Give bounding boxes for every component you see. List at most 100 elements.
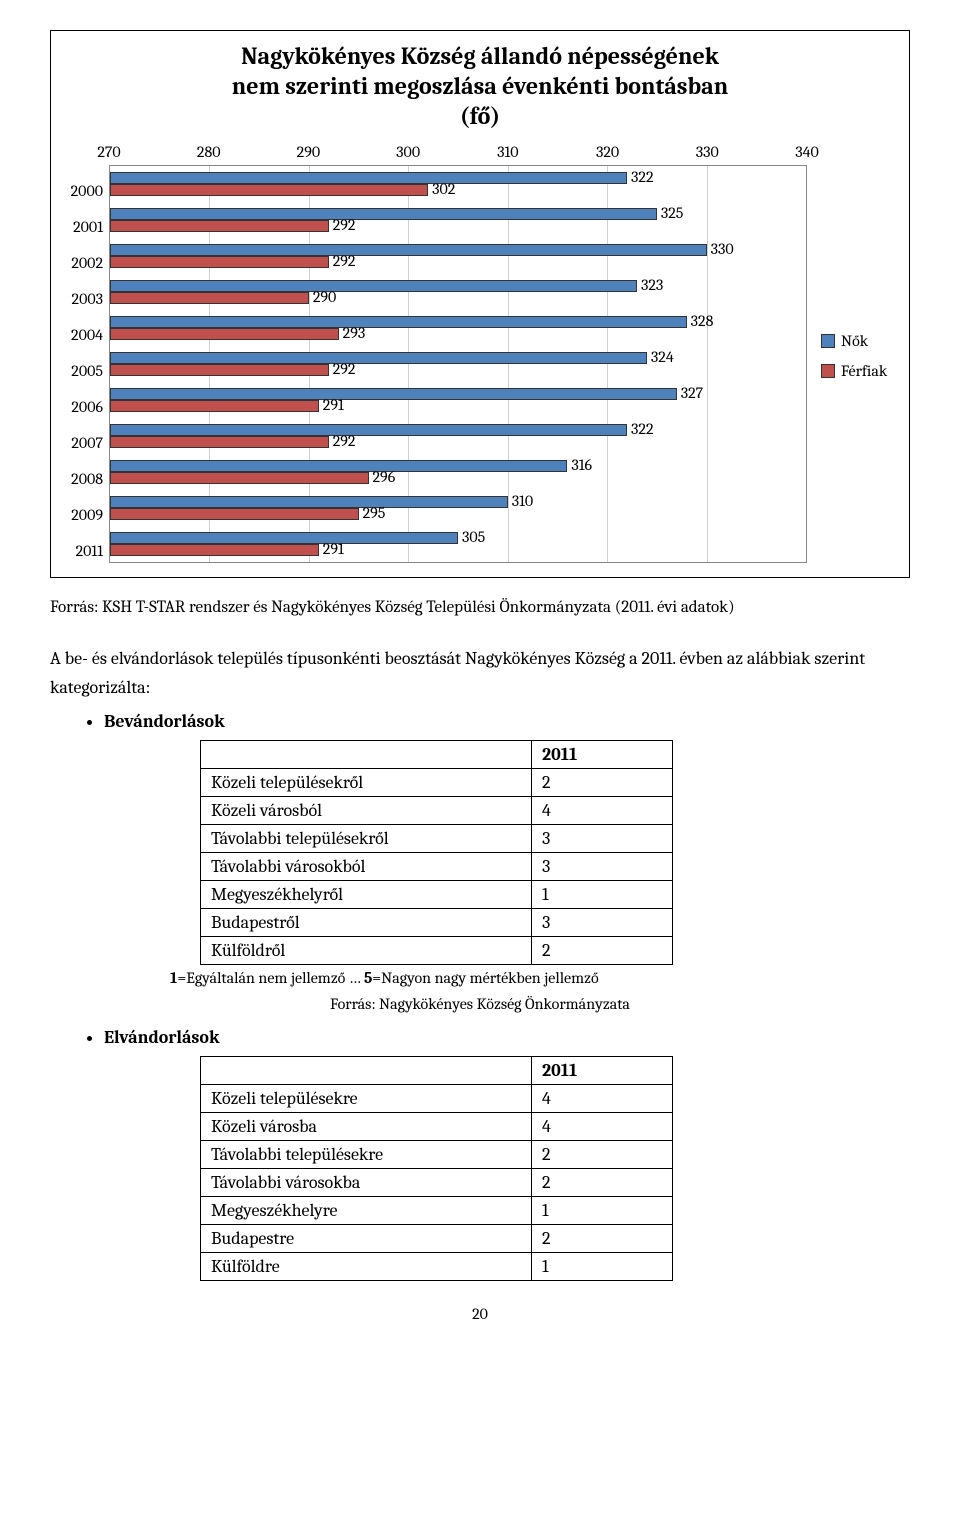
table-cell-label: Külföldről: [201, 936, 532, 964]
legend-swatch: [821, 364, 835, 378]
bar-nők: [110, 496, 508, 508]
bar-label: 291: [323, 396, 344, 414]
table-elvandorlasok: 2011Közeli településekre4Közeli városba4…: [200, 1056, 673, 1281]
table-note: 1=Egyáltalán nem jellemző … 5=Nagyon nag…: [170, 969, 910, 987]
bar-label: 322: [631, 168, 653, 186]
table-cell-value: 2: [532, 936, 673, 964]
table-row: Megyeszékhelyről1: [201, 880, 673, 908]
bar-férfiak: [110, 328, 339, 340]
bar-férfiak: [110, 364, 329, 376]
y-axis-year: 2007: [59, 425, 103, 461]
legend: Nők Férfiak: [807, 143, 901, 569]
legend-item: Férfiak: [821, 362, 901, 380]
bar-férfiak: [110, 400, 319, 412]
table-cell-value: 3: [532, 852, 673, 880]
table-row: Távolabbi településekre2: [201, 1140, 673, 1168]
table-row: Megyeszékhelyre1: [201, 1196, 673, 1224]
table-header-empty: [201, 1056, 532, 1084]
y-axis-year: 2008: [59, 461, 103, 497]
bar-férfiak: [110, 544, 319, 556]
table-row: Távolabbi településekről3: [201, 824, 673, 852]
bar-férfiak: [110, 436, 329, 448]
year-row: 330292: [110, 238, 806, 274]
table-cell-label: Közeli városból: [201, 796, 532, 824]
bar-nők: [110, 244, 707, 256]
table-cell-label: Közeli településekre: [201, 1084, 532, 1112]
bar-férfiak: [110, 220, 329, 232]
year-row: 323290: [110, 274, 806, 310]
bar-férfiak: [110, 292, 309, 304]
x-tick: 280: [197, 143, 221, 161]
bar-label: 305: [462, 528, 485, 546]
bar-nők: [110, 424, 627, 436]
bar-label: 290: [313, 288, 336, 306]
bar-label: 330: [711, 240, 734, 258]
bevan-heading: Bevándorlások: [104, 711, 910, 732]
bar-label: 302: [432, 180, 455, 198]
table-row: Külföldre1: [201, 1252, 673, 1280]
table-cell-label: Közeli városba: [201, 1112, 532, 1140]
bar-férfiak: [110, 508, 359, 520]
year-row: 325 292: [110, 202, 806, 238]
section-list: Bevándorlások: [50, 711, 910, 732]
y-axis-year: 2002: [59, 245, 103, 281]
year-row: 328293: [110, 310, 806, 346]
y-axis-year: 2005: [59, 353, 103, 389]
table-bevandorlasok: 2011Közeli településekről2Közeli városbó…: [200, 740, 673, 965]
x-tick: 310: [497, 143, 518, 161]
bar-label: 327: [681, 384, 703, 402]
table-cell-value: 2: [532, 768, 673, 796]
year-row: 316296: [110, 454, 806, 490]
bar-nők: [110, 208, 657, 220]
bar-férfiak: [110, 256, 329, 268]
bar-label: 325: [661, 204, 684, 222]
bar-label: 316: [571, 456, 592, 474]
bar-label: 292: [333, 216, 356, 234]
y-axis-year: 2003: [59, 281, 103, 317]
table-cell-label: Közeli településekről: [201, 768, 532, 796]
table-cell-value: 1: [532, 1196, 673, 1224]
bar-nők: [110, 172, 627, 184]
table-cell-label: Budapestről: [201, 908, 532, 936]
table-cell-label: Megyeszékhelyre: [201, 1196, 532, 1224]
year-row: 324292: [110, 346, 806, 382]
bar-nők: [110, 532, 458, 544]
table-row: Közeli városba4: [201, 1112, 673, 1140]
table-cell-value: 3: [532, 908, 673, 936]
y-axis-year: 2011: [59, 533, 103, 569]
table-header-year: 2011: [532, 740, 673, 768]
bar-label: 293: [343, 324, 366, 342]
chart-area: 2000200120022003200420052006200720082009…: [59, 143, 901, 569]
year-row: 322292: [110, 418, 806, 454]
bar-férfiak: [110, 472, 369, 484]
x-tick: 340: [795, 143, 819, 161]
table-row: Külföldről2: [201, 936, 673, 964]
bar-nők: [110, 316, 687, 328]
table-cell-label: Külföldre: [201, 1252, 532, 1280]
x-tick: 290: [297, 143, 320, 161]
legend-item: Nők: [821, 332, 901, 350]
plot-wrap: 270280290300310320330340 322302325292330…: [109, 143, 807, 569]
x-tick: 300: [396, 143, 420, 161]
page-number: 20: [50, 1305, 910, 1323]
table-row: Közeli településekről2: [201, 768, 673, 796]
y-axis-year: 2001: [59, 209, 103, 245]
x-tick: 320: [596, 143, 619, 161]
table-cell-label: Távolabbi településekről: [201, 824, 532, 852]
bar-férfiak: [110, 184, 428, 196]
table-header-year: 2011: [532, 1056, 673, 1084]
bar-label: 291: [323, 540, 344, 558]
chart-title-line2: nem szerinti megoszlása évenkénti bontás…: [232, 72, 728, 100]
table-cell-value: 3: [532, 824, 673, 852]
table-row: Távolabbi városokba2: [201, 1168, 673, 1196]
bar-label: 322: [631, 420, 653, 438]
chart-title-line3: (fő): [460, 102, 500, 130]
year-row: 310295: [110, 490, 806, 526]
chart-title: Nagykökényes Község állandó népességének…: [59, 41, 901, 131]
table-header-empty: [201, 740, 532, 768]
table-source: Forrás: Nagykökényes Község Önkormányzat…: [50, 995, 910, 1013]
bar-nők: [110, 460, 567, 472]
table-cell-value: 2: [532, 1168, 673, 1196]
table-cell-value: 4: [532, 1112, 673, 1140]
bar-label: 295: [363, 504, 386, 522]
